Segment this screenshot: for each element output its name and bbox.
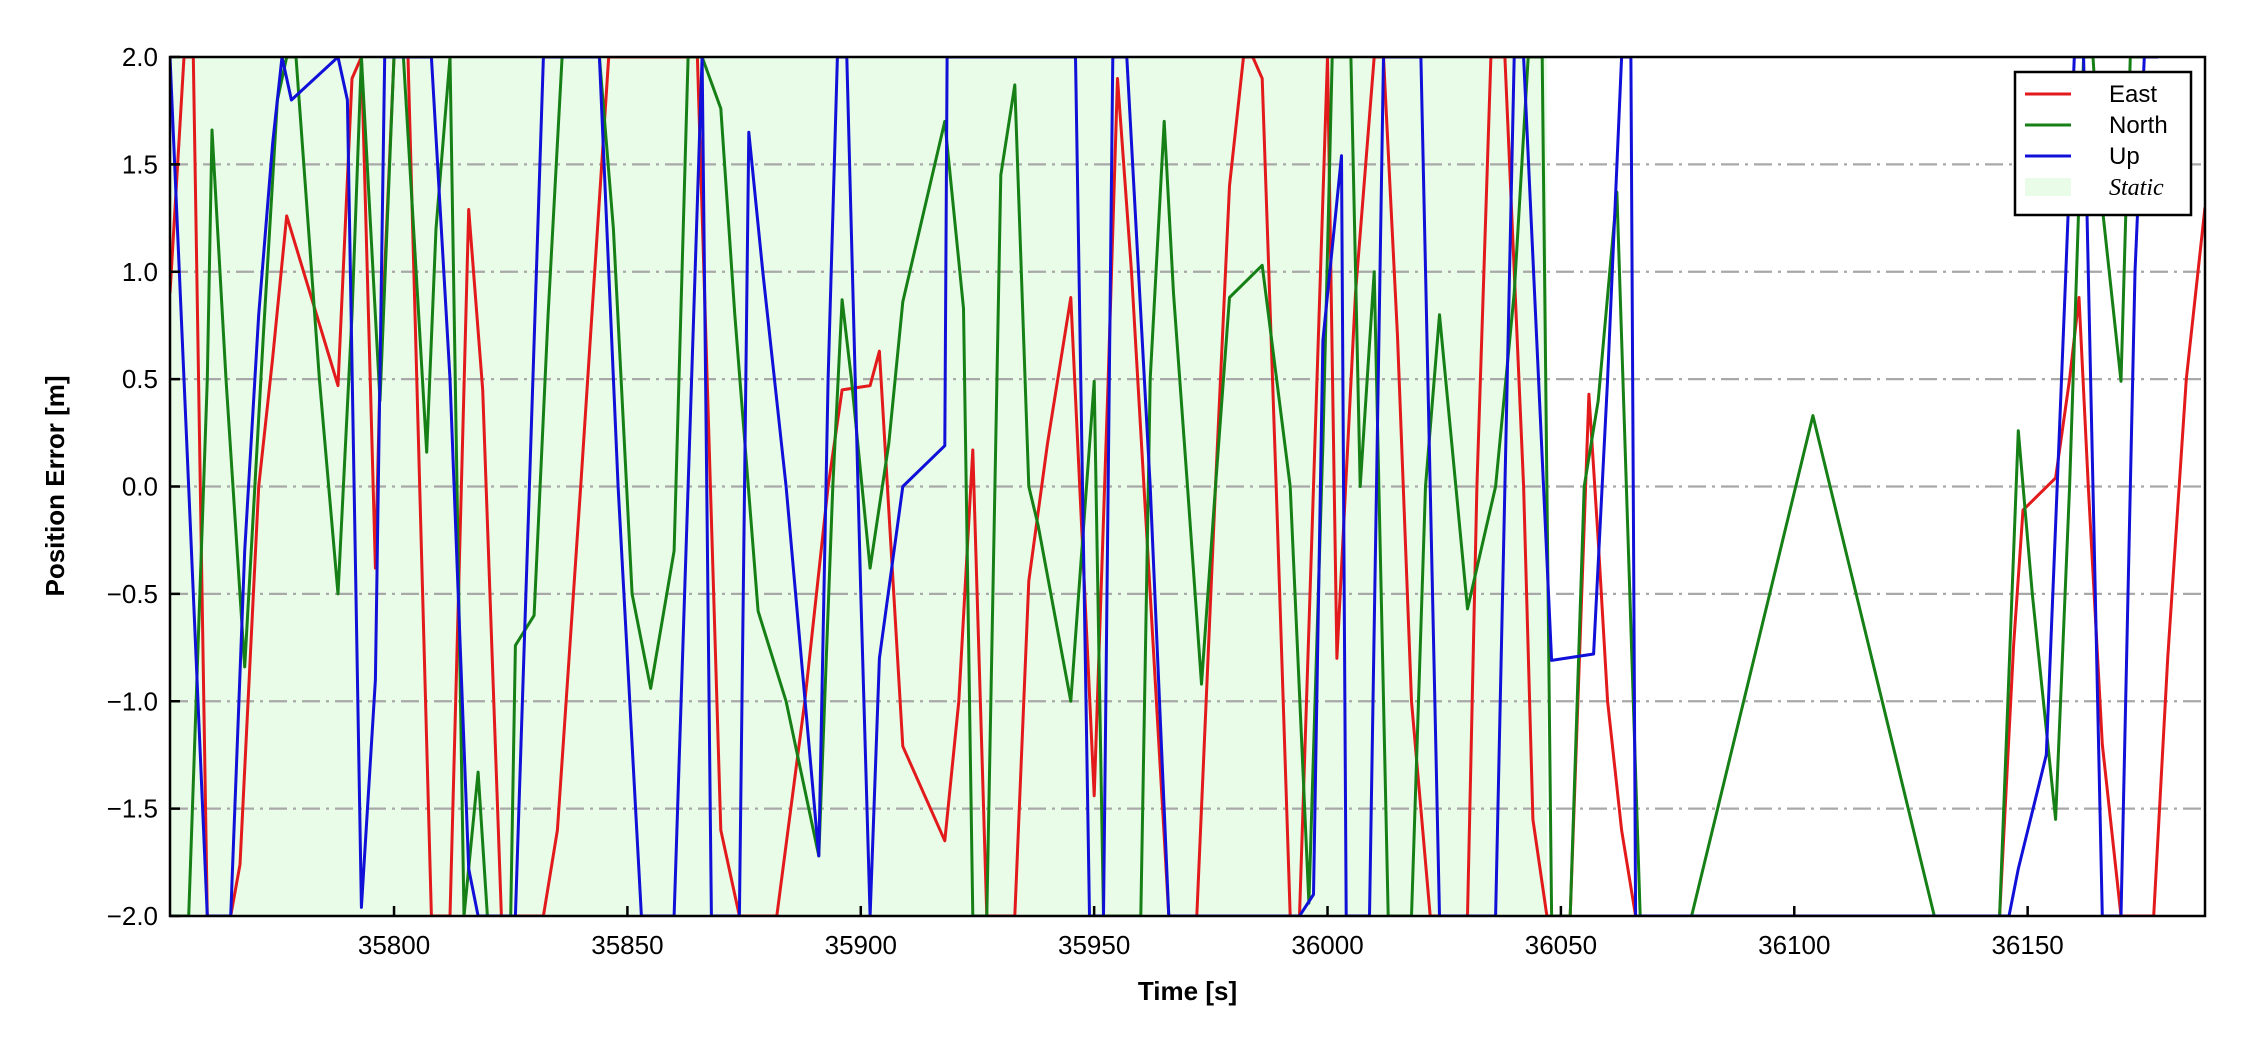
legend-label-static: Static xyxy=(2109,175,2164,201)
x-tick-label-1: 35850 xyxy=(591,930,663,960)
x-tick-label-6: 36100 xyxy=(1758,930,1830,960)
x-tick-label-3: 35950 xyxy=(1058,930,1130,960)
y-tick-label-8: 2.0 xyxy=(122,42,158,72)
series-line-up xyxy=(170,57,2159,916)
y-axis-ticks: −2.0 −1.5 −1.0 −0.5 0.0 0.5 1.0 1.5 2.0 xyxy=(107,42,180,931)
x-tick-label-0: 35800 xyxy=(358,930,430,960)
series-line-north xyxy=(170,57,2145,916)
legend-swatch-static xyxy=(2025,178,2071,196)
y-tick-label-6: 1.0 xyxy=(122,257,158,287)
x-tick-label-5: 36050 xyxy=(1525,930,1597,960)
legend: East North Up Static xyxy=(2013,70,2193,217)
y-tick-label-5: 0.5 xyxy=(122,364,158,394)
legend-label-east: East xyxy=(2109,81,2157,108)
y-tick-label-4: 0.0 xyxy=(122,472,158,502)
y-axis-label: Position Error [m] xyxy=(40,375,70,596)
x-tick-label-7: 36150 xyxy=(1991,930,2063,960)
x-tick-label-2: 35900 xyxy=(825,930,897,960)
y-tick-label-1: −1.5 xyxy=(107,794,158,824)
legend-label-north: North xyxy=(2109,112,2168,139)
x-tick-label-4: 36000 xyxy=(1291,930,1363,960)
gridlines xyxy=(170,163,2205,810)
y-tick-label-0: −2.0 xyxy=(107,901,158,931)
y-tick-label-7: 1.5 xyxy=(122,149,158,179)
series-lines xyxy=(170,57,2205,916)
y-tick-label-2: −1.0 xyxy=(107,686,158,716)
x-axis-label: Time [s] xyxy=(1138,976,1237,1006)
y-tick-label-3: −0.5 xyxy=(107,579,158,609)
x-axis-ticks: 35800 35850 35900 35950 36000 36050 36100 36150 xyxy=(358,906,2064,960)
legend-label-up: Up xyxy=(2109,143,2140,170)
